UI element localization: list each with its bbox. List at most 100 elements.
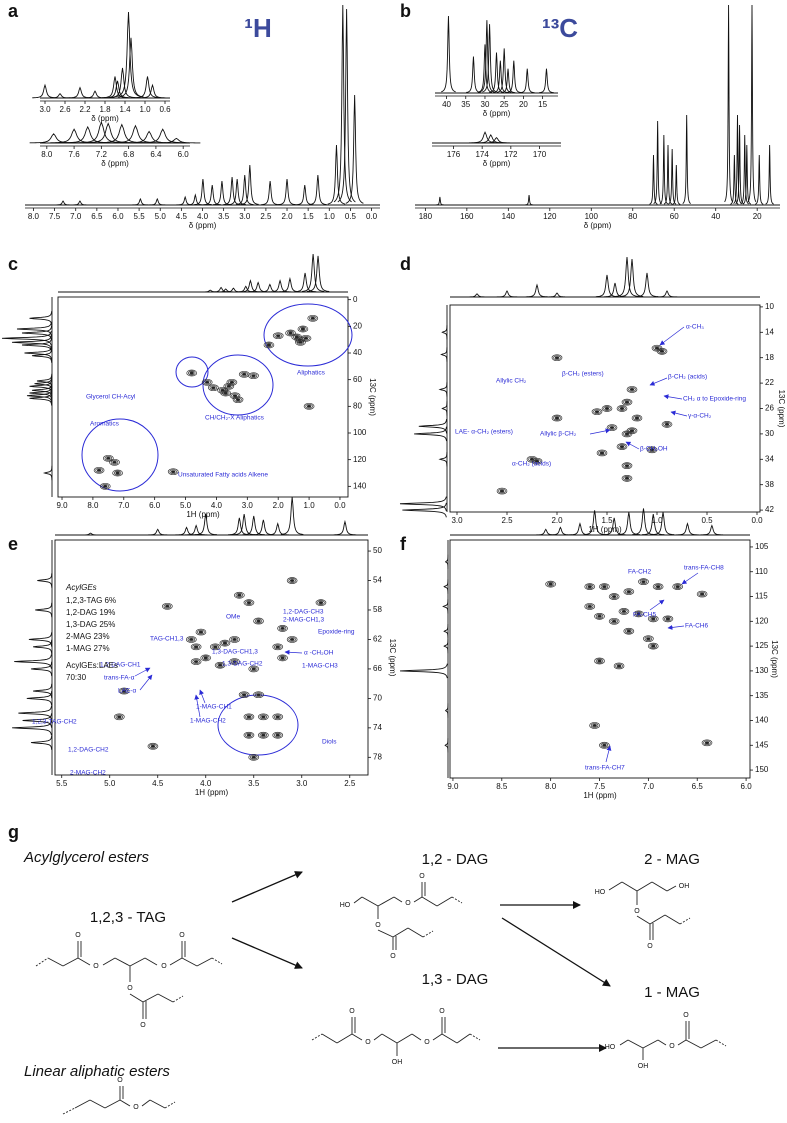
contour-ring: [297, 325, 309, 333]
x-tick-label: 3.0: [239, 212, 251, 221]
contour-ring: [318, 601, 324, 605]
cross-peak: [102, 454, 114, 462]
contour-ring: [603, 406, 611, 411]
nucleus-title: ¹H: [244, 13, 271, 43]
contour-ring: [205, 380, 210, 384]
peak: [402, 502, 447, 518]
peak: [138, 128, 187, 144]
x-axis-label: δ (ppm): [101, 159, 129, 168]
peak: [724, 4, 733, 203]
peak-annotation: α-CH₃: [686, 324, 704, 331]
peak: [31, 348, 53, 363]
cross-peak: [584, 603, 596, 610]
peak-annotation: FA-CH6: [685, 623, 709, 630]
contour-ring: [628, 387, 636, 392]
bond: [642, 1039, 659, 1049]
x-tick-label: 8.0: [28, 212, 40, 221]
peak: [199, 289, 222, 293]
y-tick-label: 10: [765, 302, 774, 311]
contour-ring: [618, 406, 626, 411]
x-tick-label: 174: [475, 150, 489, 159]
peak: [441, 325, 448, 340]
atom-label: O: [419, 873, 425, 880]
bond: [77, 957, 91, 966]
contour-ring: [232, 638, 237, 641]
peak: [399, 496, 447, 512]
bond: [89, 1099, 106, 1109]
cross-peak: [496, 487, 508, 495]
atom-label: O: [683, 1012, 689, 1019]
bond: [104, 1099, 121, 1109]
peak: [29, 391, 53, 406]
peak-annotation: 1,2-DAG-CH2: [68, 747, 109, 754]
cross-peak: [243, 731, 255, 739]
x-tick-label: 1.0: [304, 501, 316, 510]
y-tick-label: 125: [755, 641, 769, 650]
cross-peak: [696, 590, 708, 598]
contour-ring: [259, 714, 268, 720]
bond: [657, 1039, 667, 1046]
x-axis-label: δ (ppm): [483, 159, 511, 168]
atom-label: O: [140, 1022, 146, 1029]
molecule: [35, 941, 223, 1019]
peak: [22, 713, 52, 728]
peak: [194, 514, 217, 536]
contour-ring: [248, 665, 260, 673]
peak: [278, 276, 302, 293]
cross-peak: [248, 753, 260, 761]
contour-ring: [113, 713, 125, 721]
nucleus-title: ¹³C: [542, 13, 578, 43]
atom-label: O: [161, 963, 167, 970]
cross-peak: [643, 635, 654, 643]
x-tick-label: 160: [460, 212, 474, 221]
peak: [30, 661, 53, 677]
peak: [435, 196, 444, 206]
contour-ring: [278, 655, 287, 661]
x-tick-label: 8.0: [41, 150, 53, 159]
bond: [377, 929, 394, 938]
peak: [755, 154, 764, 205]
atom-label: O: [365, 1039, 371, 1046]
contour-ring: [200, 654, 212, 662]
composition-note: 1,2-DAG 19%: [66, 608, 115, 617]
cross-peak: [147, 742, 159, 750]
panel-label: g: [8, 822, 19, 842]
peak: [11, 335, 52, 350]
region-outline: [202, 354, 274, 416]
x-tick-label: 2.0: [551, 516, 563, 525]
bond: [627, 1039, 644, 1049]
y-tick-label: 150: [755, 765, 769, 774]
peak: [603, 282, 627, 298]
contour-ring: [286, 330, 295, 336]
contour-ring: [599, 583, 610, 590]
bond: [172, 995, 184, 1003]
contour-ring: [703, 740, 711, 746]
peak: [79, 532, 102, 536]
cross-peak: [226, 378, 238, 386]
contour-ring: [699, 592, 705, 596]
cross-peak: [190, 643, 202, 651]
peak: [534, 528, 557, 536]
peak: [118, 37, 144, 98]
contour-ring: [189, 371, 194, 375]
contour-ring: [225, 383, 233, 389]
peak: [33, 639, 53, 655]
peak: [152, 137, 201, 144]
bond: [677, 1039, 687, 1046]
bond: [62, 1107, 76, 1115]
peak: [479, 20, 495, 93]
cross-peak: [93, 466, 105, 474]
x-axis-label: δ (ppm): [584, 221, 612, 230]
x-tick-label: 30: [481, 100, 490, 109]
contour-ring: [254, 692, 263, 698]
contour-ring: [623, 475, 631, 481]
annotation-arrow: [134, 667, 151, 677]
contour-ring: [585, 604, 594, 609]
cross-peak: [219, 639, 231, 647]
contour-ring: [232, 660, 237, 664]
peak-annotation: LAE-α: [118, 688, 136, 695]
left-projection: [1, 297, 53, 497]
contour-ring: [658, 349, 666, 354]
contour-ring: [238, 691, 250, 699]
peak: [414, 426, 447, 442]
